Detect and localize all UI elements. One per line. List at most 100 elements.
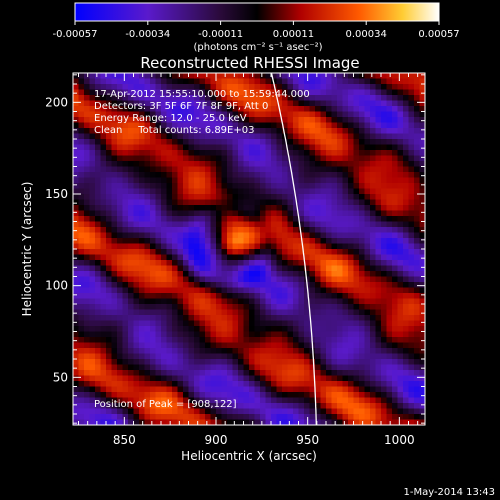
heatmap-cell [326, 271, 332, 277]
heatmap-cell [364, 320, 371, 327]
heatmap-cell [342, 188, 349, 195]
heatmap-cell [315, 210, 321, 217]
heatmap-cell [150, 122, 156, 129]
heatmap-cell [320, 95, 327, 101]
heatmap-cell [128, 282, 134, 288]
heatmap-cell [397, 364, 404, 371]
heatmap-cell [78, 364, 85, 371]
heatmap-cell [144, 166, 151, 173]
heatmap-cell [243, 364, 250, 371]
heatmap-cell [84, 403, 90, 409]
heatmap-cell [397, 205, 404, 211]
heatmap-cell [199, 106, 206, 112]
heatmap-cell [315, 309, 321, 316]
heatmap-cell [397, 227, 404, 233]
heatmap-cell [117, 331, 123, 338]
heatmap-cell [381, 414, 387, 420]
heatmap-cell [414, 78, 420, 85]
heatmap-cell [172, 331, 178, 338]
heatmap-cell [166, 84, 173, 90]
heatmap-cell [298, 375, 305, 382]
heatmap-cell [381, 408, 387, 415]
heatmap-cell [133, 155, 140, 162]
heatmap-cell [298, 210, 305, 217]
heatmap-cell [183, 139, 189, 145]
heatmap-cell [408, 249, 415, 255]
heatmap-cell [408, 89, 415, 96]
heatmap-cell [320, 106, 327, 112]
heatmap-cell [227, 243, 233, 250]
heatmap-cell [298, 194, 305, 200]
heatmap-cell [309, 287, 316, 294]
heatmap-cell [73, 166, 79, 173]
heatmap-cell [364, 353, 371, 360]
heatmap-cell [205, 276, 211, 283]
heatmap-cell [205, 337, 211, 343]
heatmap-cell [282, 73, 288, 79]
heatmap-cell [331, 117, 338, 123]
heatmap-cell [122, 227, 129, 233]
heatmap-cell [381, 221, 387, 228]
heatmap-cell [188, 386, 195, 393]
heatmap-cell [408, 216, 415, 222]
heatmap-cell [117, 359, 123, 365]
heatmap-cell [161, 337, 167, 343]
heatmap-cell [249, 172, 255, 178]
heatmap-cell [381, 315, 387, 321]
heatmap-cell [73, 111, 79, 118]
heatmap-cell [276, 254, 283, 261]
heatmap-cell [326, 293, 332, 299]
heatmap-cell [238, 188, 244, 195]
heatmap-cell [117, 309, 123, 316]
heatmap-cell [221, 238, 228, 244]
heatmap-cell [419, 326, 425, 332]
heatmap-cell [89, 375, 96, 382]
heatmap-cell [183, 177, 189, 184]
heatmap-cell [397, 397, 404, 404]
heatmap-cell [89, 320, 96, 327]
heatmap-cell [172, 128, 178, 134]
heatmap-cell [375, 408, 382, 415]
heatmap-cell [364, 315, 371, 321]
heatmap-cell [199, 254, 206, 261]
heatmap-cell [194, 161, 200, 167]
heatmap-cell [304, 199, 310, 206]
heatmap-cell [166, 150, 173, 156]
heatmap-cell [249, 293, 255, 299]
heatmap-cell [375, 397, 382, 404]
heatmap-cell [392, 188, 398, 195]
heatmap-cell [128, 304, 134, 310]
heatmap-cell [298, 397, 305, 404]
heatmap-cell [408, 106, 415, 112]
heatmap-cell [166, 216, 173, 222]
heatmap-cell [320, 254, 327, 261]
heatmap-cell [254, 265, 261, 272]
heatmap-cell [172, 188, 178, 195]
heatmap-cell [221, 254, 228, 261]
heatmap-cell [287, 254, 294, 261]
heatmap-cell [408, 408, 415, 415]
heatmap-cell [172, 320, 178, 327]
heatmap-cell [227, 73, 233, 79]
heatmap-cell [271, 353, 277, 360]
heatmap-cell [172, 370, 178, 376]
heatmap-cell [210, 392, 217, 398]
heatmap-cell [221, 139, 228, 145]
heatmap-cell [397, 100, 404, 107]
heatmap-cell [260, 177, 266, 184]
heatmap-cell [122, 408, 129, 415]
heatmap-cell [95, 260, 101, 266]
heatmap-cell [326, 227, 332, 233]
heatmap-cell [408, 177, 415, 184]
heatmap-cell [95, 177, 101, 184]
heatmap-cell [210, 194, 217, 200]
heatmap-cell [150, 414, 156, 420]
heatmap-cell [194, 397, 200, 404]
heatmap-cell [183, 320, 189, 327]
heatmap-cell [166, 304, 173, 310]
heatmap-cell [161, 155, 167, 162]
heatmap-cell [243, 265, 250, 272]
heatmap-cell [216, 161, 222, 167]
heatmap-cell [403, 73, 409, 79]
heatmap-cell [238, 348, 244, 354]
